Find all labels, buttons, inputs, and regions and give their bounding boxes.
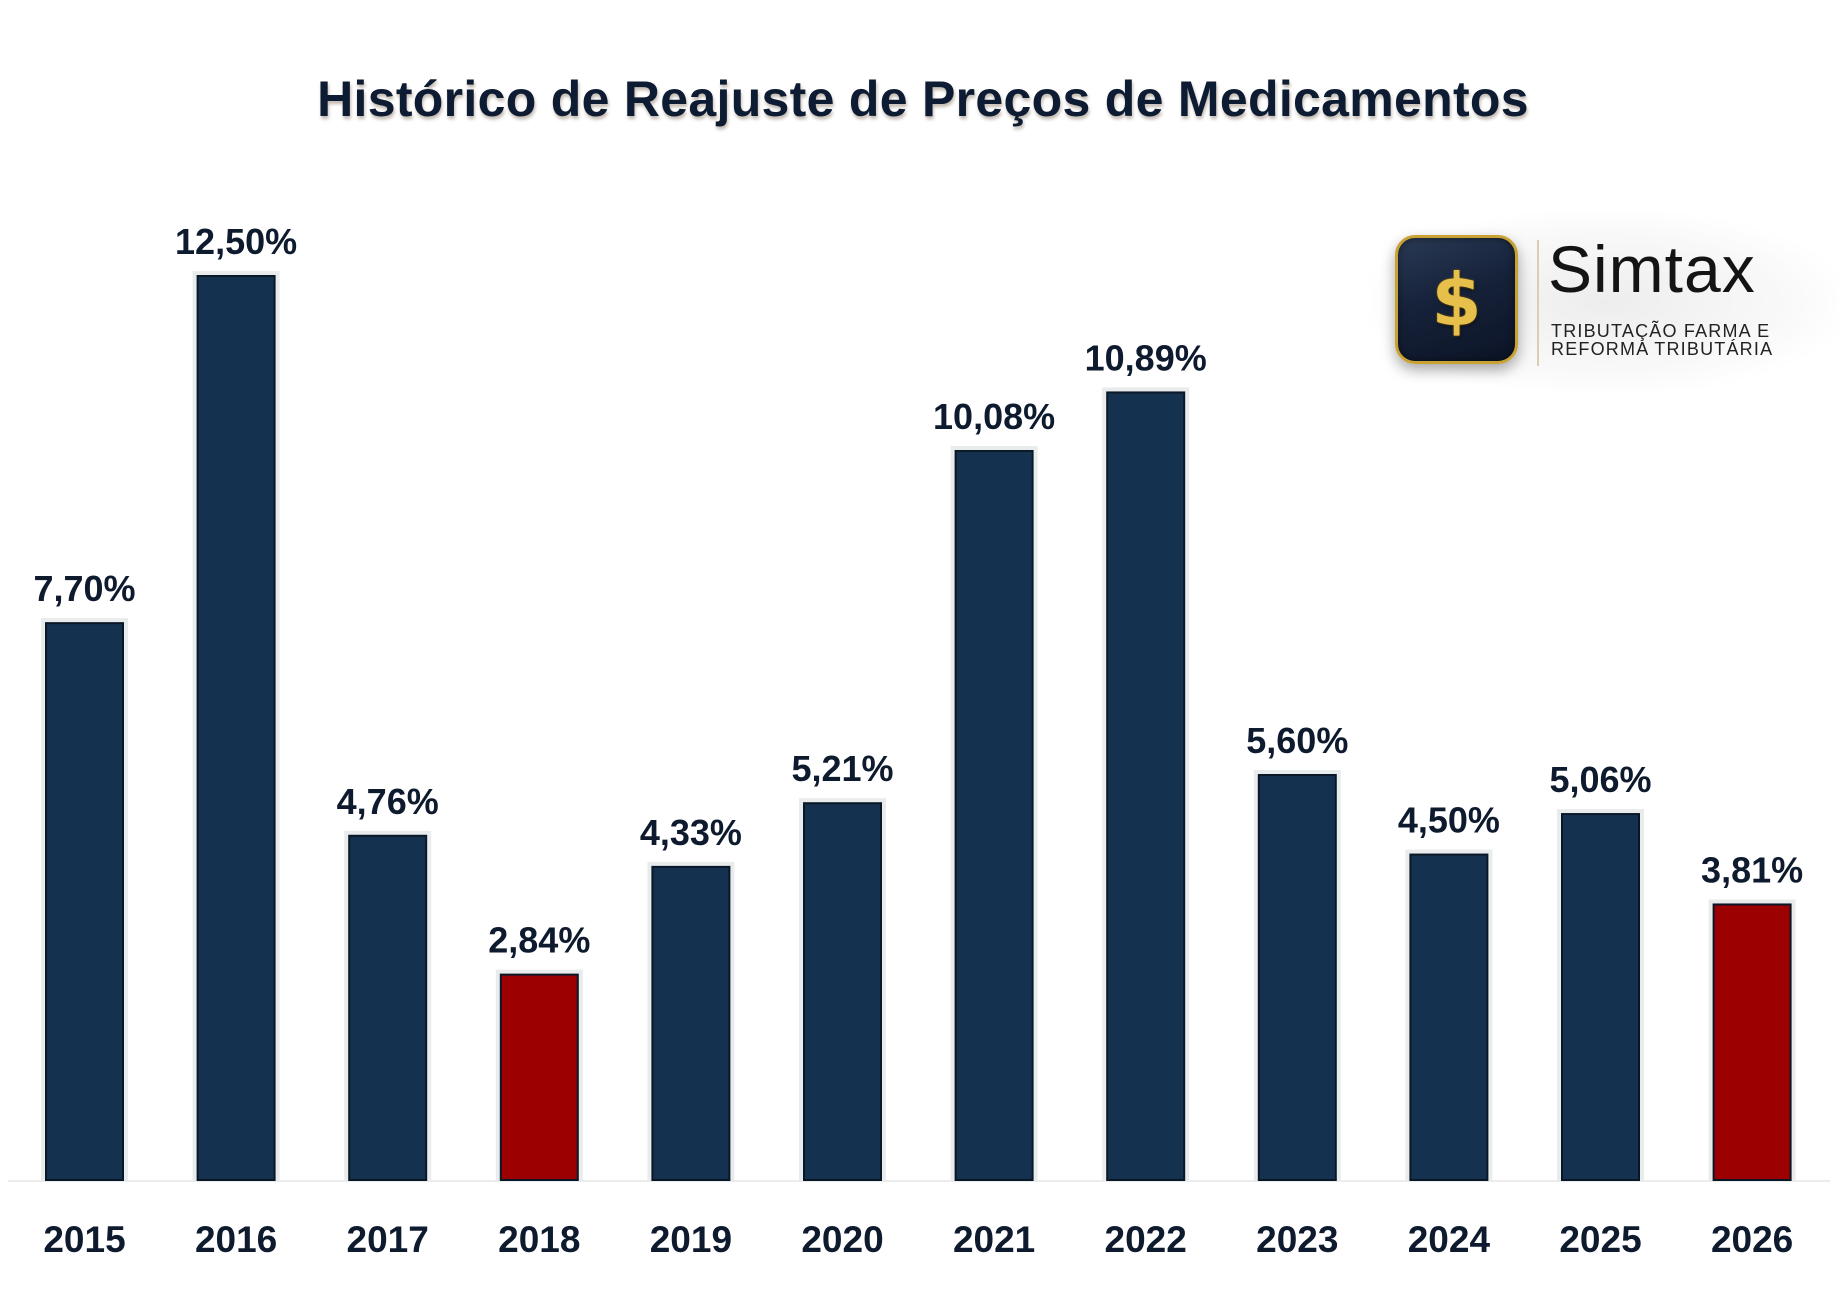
bar-2016 xyxy=(196,275,276,1181)
value-label-2025: 5,06% xyxy=(1549,759,1651,800)
bar-2020 xyxy=(803,802,882,1182)
bar-2025 xyxy=(1561,813,1640,1181)
bar-2015 xyxy=(45,622,124,1181)
logo-tagline-line-1: TRIBUTAÇÃO FARMA E xyxy=(1551,321,1771,341)
value-label-2015: 7,70% xyxy=(33,568,135,609)
bar-2021 xyxy=(954,450,1034,1181)
x-tick-label-2018: 2018 xyxy=(498,1219,580,1260)
value-labels: 7,70% 12,50% 4,76% 2,84% 4,33% 5,21% 10,08% 10,… xyxy=(33,221,1803,961)
x-tick-label-2025: 2025 xyxy=(1559,1219,1641,1260)
chart-title: Histórico de Reajuste de Preços de Medic… xyxy=(317,71,1529,127)
logo-brand-name: Simtax xyxy=(1548,232,1756,306)
x-tick-label-2026: 2026 xyxy=(1711,1219,1793,1260)
x-tick-label-2019: 2019 xyxy=(650,1219,732,1260)
logo-divider xyxy=(1537,240,1539,366)
value-label-2017: 4,76% xyxy=(337,781,439,822)
bar-2026 xyxy=(1712,903,1792,1182)
x-tick-label-2022: 2022 xyxy=(1105,1219,1187,1260)
logo-tagline: TRIBUTAÇÃO FARMA E REFORMA TRIBUTÁRIA xyxy=(1551,322,1773,358)
value-label-2016: 12,50% xyxy=(175,221,297,262)
bar-2017 xyxy=(348,834,428,1181)
value-label-2019: 4,33% xyxy=(640,812,742,853)
bars xyxy=(41,271,1796,1183)
value-label-2020: 5,21% xyxy=(791,748,893,789)
value-label-2023: 5,60% xyxy=(1246,720,1348,761)
value-label-2021: 10,08% xyxy=(933,396,1055,437)
value-label-2026: 3,81% xyxy=(1701,849,1803,890)
simtax-logo: $ Simtax TRIBUTAÇÃO FARMA E REFORMA TRIB… xyxy=(1370,212,1840,392)
bar-2022 xyxy=(1106,391,1186,1182)
x-tick-label-2017: 2017 xyxy=(347,1219,429,1260)
logo-icon-box: $ xyxy=(1395,235,1518,364)
x-tick-label-2016: 2016 xyxy=(195,1219,277,1260)
x-tick-label-2023: 2023 xyxy=(1256,1219,1338,1260)
bar-2024 xyxy=(1409,853,1489,1181)
value-label-2022: 10,89% xyxy=(1085,337,1207,378)
x-tick-label-2021: 2021 xyxy=(953,1219,1035,1260)
x-tick-labels: 2015 2016 2017 2018 2019 2020 2021 2022 2023 2024… xyxy=(43,1219,1793,1260)
x-tick-label-2015: 2015 xyxy=(43,1219,125,1260)
bar-2023 xyxy=(1257,774,1337,1181)
x-tick-label-2024: 2024 xyxy=(1408,1219,1491,1260)
bar-2018 xyxy=(499,973,579,1181)
dollar-sign-icon: $ xyxy=(1431,257,1482,342)
x-tick-label-2020: 2020 xyxy=(801,1219,883,1260)
value-label-2018: 2,84% xyxy=(488,920,590,961)
logo-tagline-line-2: REFORMA TRIBUTÁRIA xyxy=(1551,339,1774,359)
bar-2019 xyxy=(651,865,731,1181)
value-label-2024: 4,50% xyxy=(1398,800,1500,841)
